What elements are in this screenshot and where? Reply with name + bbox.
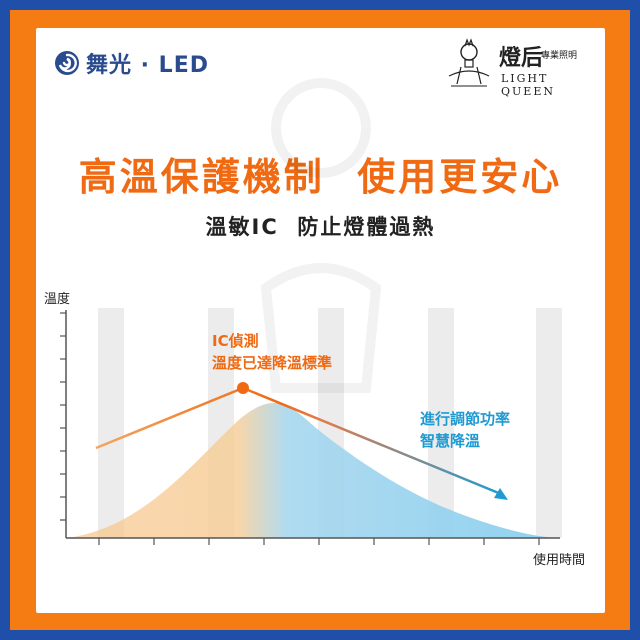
subheadline: 溫敏IC 防止燈體過熱 bbox=[205, 215, 436, 239]
brand-name: 舞光 · LED bbox=[86, 53, 209, 78]
brand-logo: 舞光 · LED bbox=[54, 48, 209, 78]
light-queen-logo: 燈后 專業照明 LIGHT QUEEN bbox=[441, 36, 591, 98]
light-queen-en: LIGHT QUEEN bbox=[501, 72, 555, 98]
temperature-chart bbox=[60, 78, 562, 545]
y-ticks bbox=[60, 312, 66, 521]
watermark-mascot bbox=[260, 78, 382, 393]
headline: 高溫保護機制 使用更安心 bbox=[78, 155, 563, 199]
cooling-annotation: 進行調節功率 智慧降溫 bbox=[420, 408, 510, 452]
peak-annotation-line1: IC偵測 bbox=[212, 332, 259, 350]
lamp-mascot-icon bbox=[448, 38, 490, 87]
stripe bbox=[98, 308, 124, 538]
swirl-logo-icon bbox=[55, 51, 79, 75]
cooling-annotation-line2: 智慧降溫 bbox=[420, 432, 481, 450]
stripe bbox=[428, 308, 454, 538]
stripe bbox=[536, 308, 562, 538]
x-axis-label: 使用時間 bbox=[533, 553, 586, 568]
temperature-area bbox=[66, 403, 556, 538]
y-axis-label: 溫度 bbox=[44, 292, 71, 307]
arrow-head-icon bbox=[494, 488, 508, 500]
light-queen-sub: 專業照明 bbox=[541, 51, 578, 61]
peak-annotation: IC偵測 溫度已達降溫標準 bbox=[212, 330, 332, 374]
content-panel: 舞光 · LED 燈后 專業照明 LIGHT QUEEN 高溫保護機制 使用更安… bbox=[36, 28, 605, 613]
peak-marker bbox=[237, 382, 249, 394]
x-ticks bbox=[98, 538, 540, 545]
cooling-annotation-line1: 進行調節功率 bbox=[420, 410, 511, 428]
peak-annotation-line2: 溫度已達降溫標準 bbox=[212, 354, 333, 372]
light-queen-name: 燈后 bbox=[499, 45, 544, 71]
